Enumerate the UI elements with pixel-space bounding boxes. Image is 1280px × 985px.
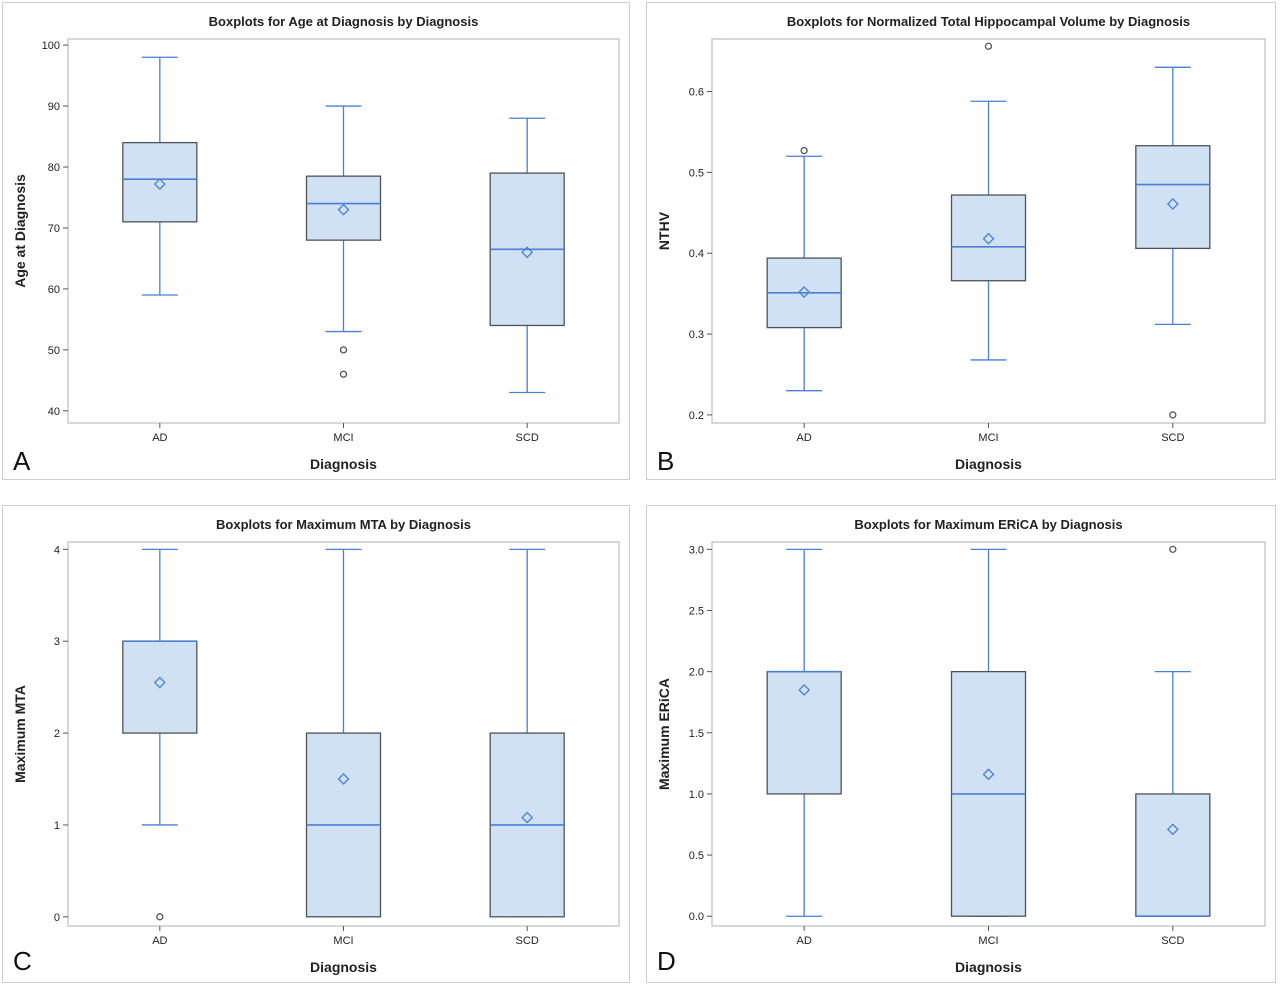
y-axis-label: Age at Diagnosis — [12, 174, 28, 288]
x-tick-label-mci: MCI — [333, 432, 353, 444]
y-tick-label: 1.5 — [689, 728, 704, 740]
y-tick-label: 100 — [42, 40, 60, 52]
box-mci — [950, 548, 1027, 917]
y-tick-label: 0.4 — [689, 248, 704, 260]
y-tick-label: 50 — [48, 345, 60, 357]
box-scd — [489, 548, 565, 918]
mean-marker — [153, 676, 166, 689]
box-iqr — [766, 670, 842, 795]
box-scd — [1135, 66, 1211, 419]
outlier-point — [800, 146, 808, 155]
x-axis-label: Diagnosis — [310, 456, 377, 472]
mean-marker — [1166, 823, 1179, 836]
box-iqr — [950, 194, 1027, 282]
mean-marker — [337, 203, 350, 216]
y-tick-label: 3.0 — [689, 544, 704, 556]
x-tick-label-scd: SCD — [1161, 432, 1184, 444]
outlier-point — [1169, 545, 1177, 553]
mean-marker — [1166, 197, 1179, 210]
chart-panel-b: Boxplots for Normalized Total Hippocampa… — [646, 2, 1276, 480]
mean-marker — [982, 232, 995, 245]
y-tick-label: 0.3 — [689, 329, 704, 341]
y-tick-label: 2 — [54, 728, 60, 740]
mean-marker — [798, 684, 811, 696]
x-tick-label-mci: MCI — [333, 935, 353, 947]
y-tick-label: 0.2 — [689, 410, 704, 422]
x-axis-label: Diagnosis — [955, 456, 1022, 472]
y-tick-label: 0.0 — [689, 911, 704, 923]
chart-panel-a: Boxplots for Age at Diagnosis by Diagnos… — [2, 2, 630, 480]
outlier-point — [984, 42, 993, 50]
chart-panel-c: Boxplots for Maximum MTA by Diagnosis 0 1 2… — [2, 505, 630, 983]
chart-title: Boxplots for Maximum MTA by Diagnosis — [216, 517, 471, 532]
mean-marker — [982, 768, 995, 781]
outlier-point — [339, 370, 348, 378]
y-tick-label: 60 — [48, 284, 60, 296]
x-tick-label-mci: MCI — [978, 432, 998, 444]
y-tick-label: 40 — [48, 406, 60, 418]
y-tick-label: 1.0 — [689, 789, 704, 801]
x-tick-label-ad: AD — [152, 935, 167, 947]
y-tick-label: 70 — [48, 223, 60, 235]
x-tick-label-ad: AD — [152, 432, 167, 444]
box-iqr — [1135, 145, 1211, 250]
boxplot-chart-nthv: Boxplots for Normalized Total Hippocampa… — [656, 14, 1266, 472]
outlier-point — [1169, 411, 1177, 419]
box-ad — [122, 548, 198, 921]
box-scd — [489, 117, 565, 394]
y-axis-label: Maximum MTA — [12, 685, 28, 783]
box-ad — [122, 56, 198, 296]
chart-panel-d: Boxplots for Maximum ERiCA by Diagnosis 0… — [646, 505, 1276, 983]
panel-letter-b: B — [657, 446, 675, 476]
y-tick-label: 4 — [54, 544, 60, 556]
mean-marker — [798, 286, 811, 298]
y-tick-label: 0.5 — [689, 850, 704, 862]
box-iqr — [122, 141, 198, 223]
y-tick-label: 2.5 — [689, 605, 704, 617]
y-tick-label: 2.0 — [689, 667, 704, 679]
y-tick-label: 3 — [54, 636, 60, 648]
x-tick-label-mci: MCI — [978, 935, 998, 947]
x-tick-label-ad: AD — [797, 935, 812, 947]
box-mci — [950, 42, 1027, 361]
box-ad — [766, 146, 842, 392]
x-tick-label-scd: SCD — [516, 935, 539, 947]
mean-marker — [153, 178, 166, 190]
boxplot-chart-erica: Boxplots for Maximum ERiCA by Diagnosis 0… — [656, 517, 1266, 975]
box-iqr — [1135, 793, 1211, 917]
panel-letter-c: C — [13, 946, 32, 976]
y-axis-label: NTHV — [656, 211, 672, 250]
x-axis-label: Diagnosis — [955, 959, 1022, 975]
boxplot-chart-mta: Boxplots for Maximum MTA by Diagnosis 0 1 2… — [12, 517, 620, 975]
y-tick-label: 90 — [48, 101, 60, 113]
y-tick-label: 0.6 — [689, 87, 704, 99]
x-tick-label-ad: AD — [797, 432, 812, 444]
panel-letter-d: D — [657, 946, 676, 976]
mean-marker — [337, 773, 350, 785]
y-tick-label: 0 — [54, 912, 60, 924]
y-tick-label: 80 — [48, 162, 60, 174]
x-axis-label: Diagnosis — [310, 959, 377, 975]
box-mci — [305, 548, 382, 918]
y-tick-label: 0.5 — [689, 167, 704, 179]
chart-title: Boxplots for Maximum ERiCA by Diagnosis — [854, 517, 1122, 532]
outlier-point — [156, 913, 164, 921]
x-tick-label-scd: SCD — [516, 432, 539, 444]
mean-marker — [521, 811, 534, 824]
box-mci — [305, 105, 382, 378]
boxplot-chart-age: Boxplots for Age at Diagnosis by Diagnos… — [12, 14, 620, 472]
y-tick-label: 1 — [54, 820, 60, 832]
x-tick-label-scd: SCD — [1161, 935, 1184, 947]
panel-letter-a: A — [13, 446, 31, 476]
mean-marker — [521, 246, 534, 259]
chart-title: Boxplots for Age at Diagnosis by Diagnos… — [209, 14, 479, 29]
box-ad — [766, 548, 842, 917]
box-iqr — [305, 175, 382, 241]
y-axis-label: Maximum ERiCA — [656, 678, 672, 790]
outlier-point — [339, 346, 348, 354]
chart-title: Boxplots for Normalized Total Hippocampa… — [787, 14, 1190, 29]
box-scd — [1135, 545, 1211, 918]
